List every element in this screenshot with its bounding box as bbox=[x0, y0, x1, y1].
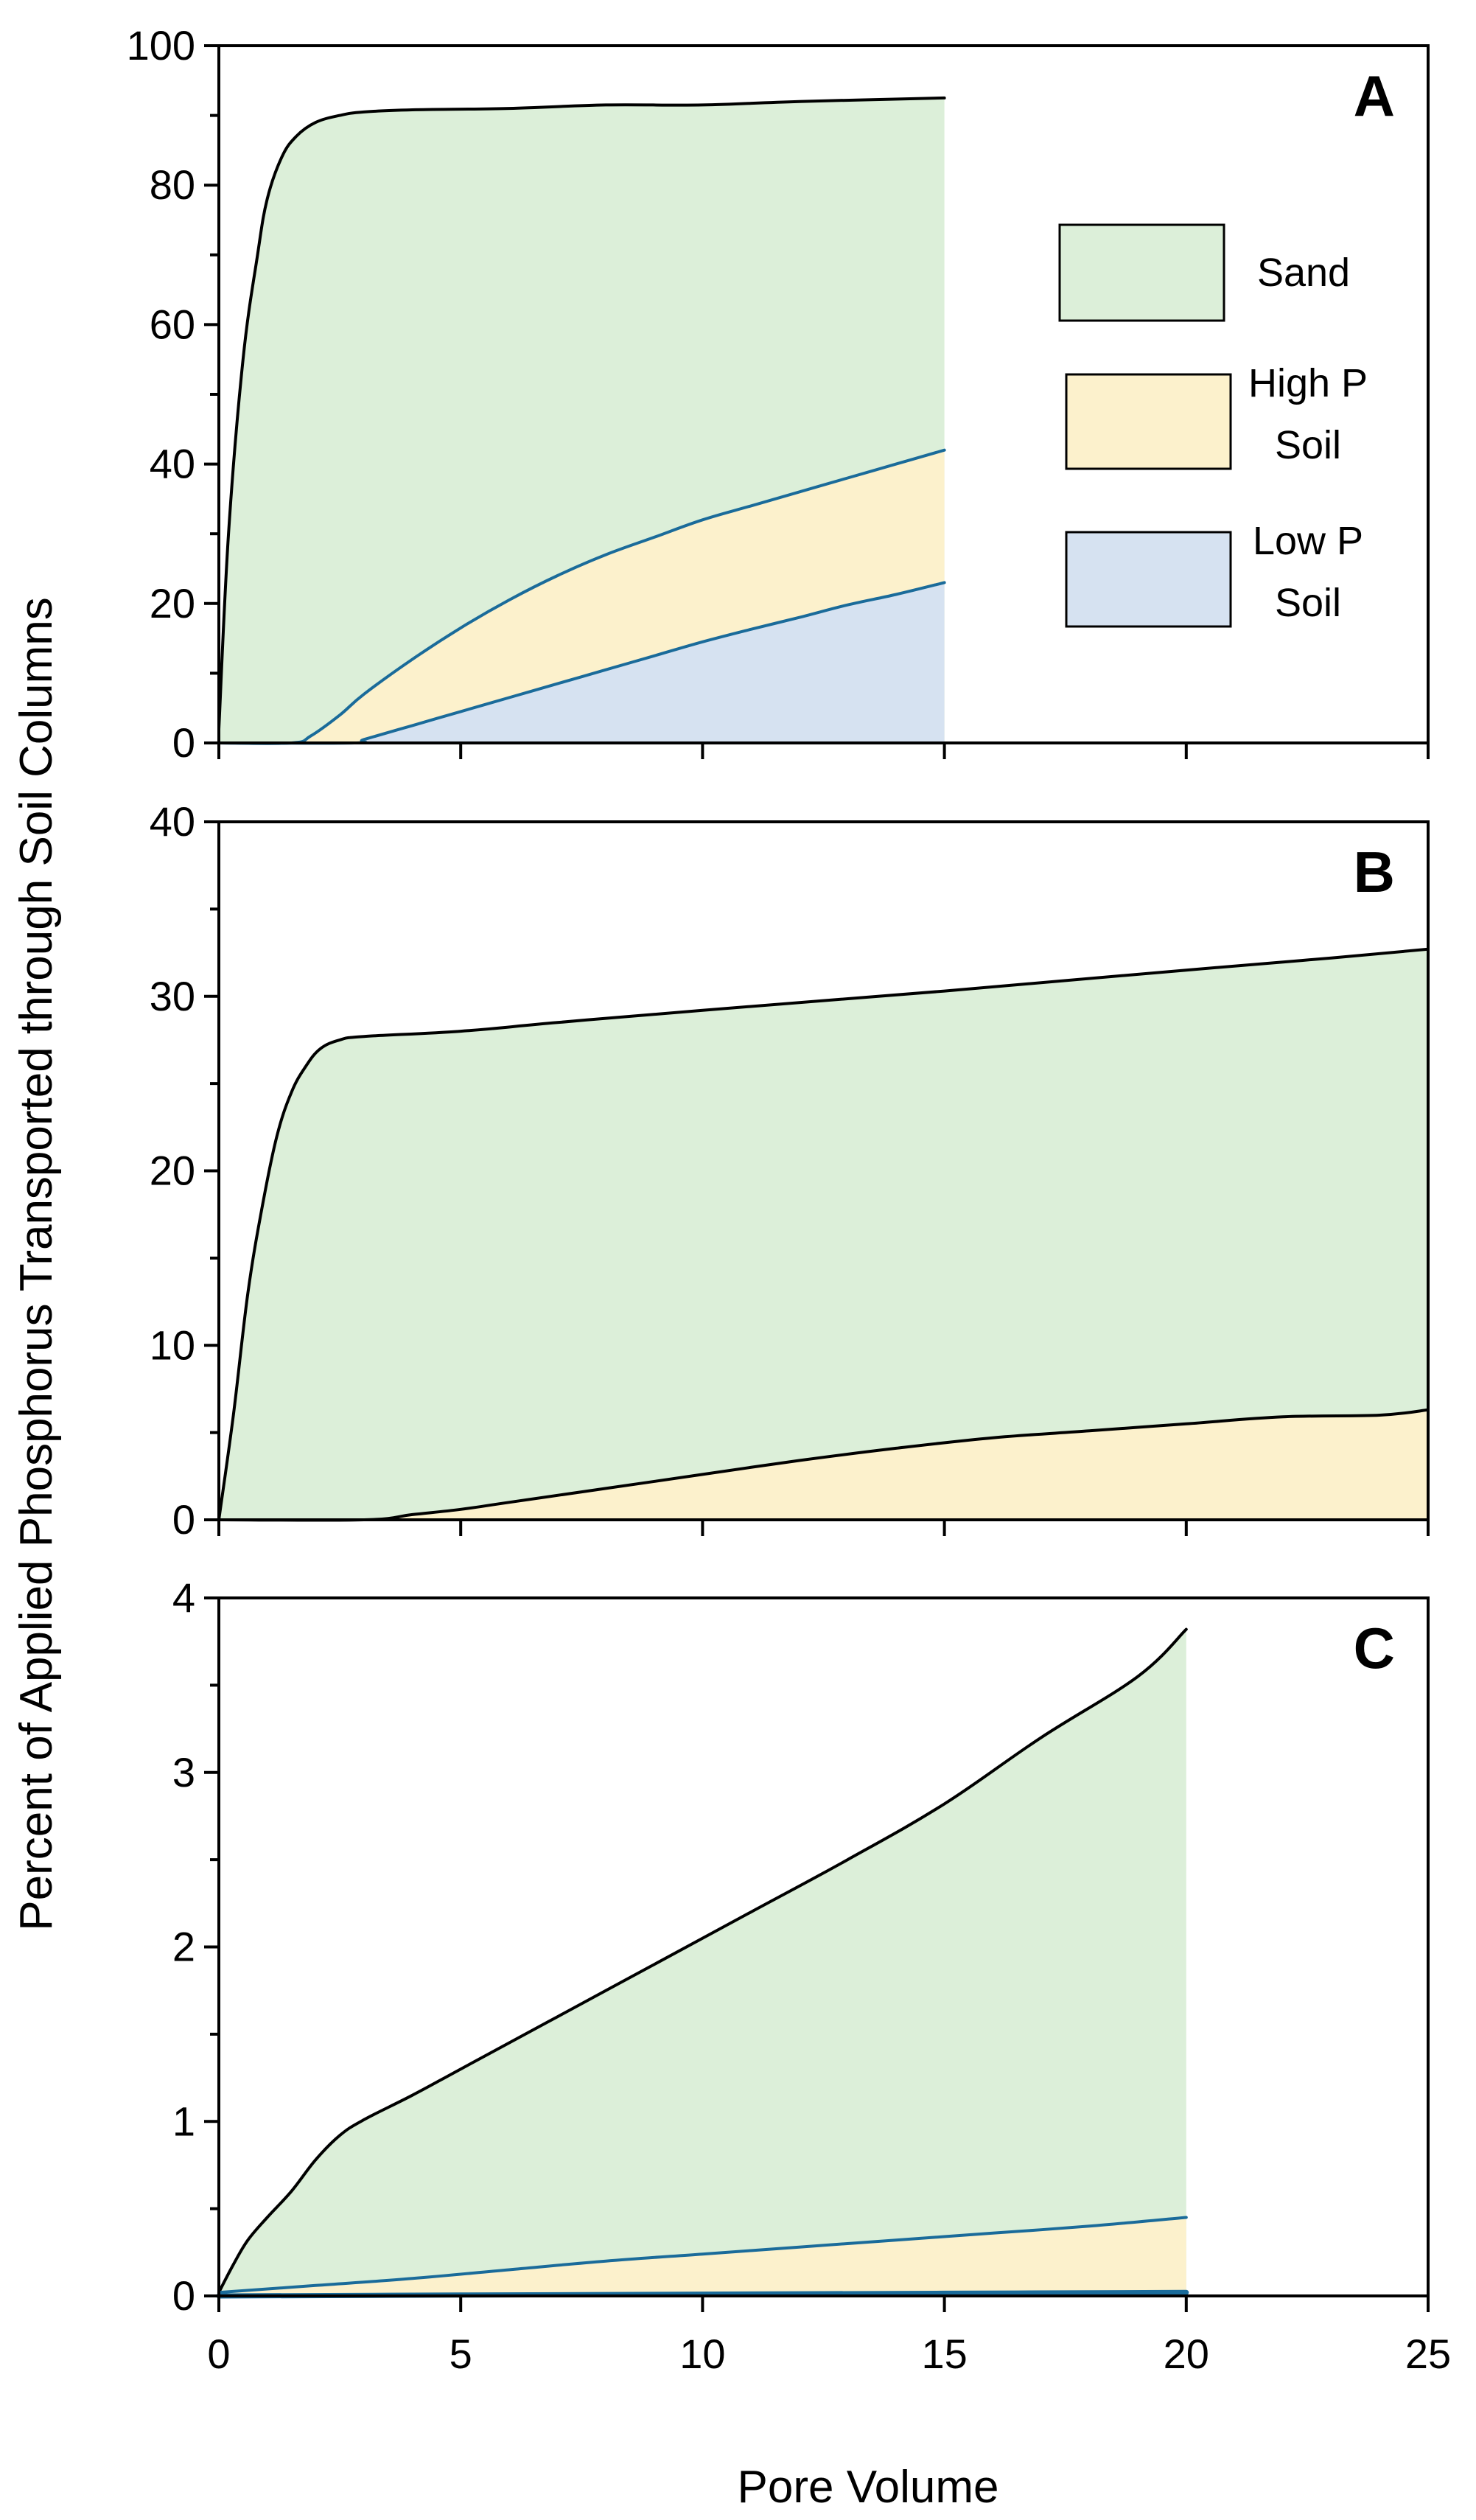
line-sand bbox=[217, 947, 1430, 1521]
legend-label: Soil bbox=[1275, 581, 1341, 625]
legend-item-sand: Sand bbox=[1058, 223, 1350, 322]
legend-item-high_p: High P Soil bbox=[1065, 361, 1368, 470]
legend-swatch bbox=[1065, 531, 1232, 628]
legend-label: Sand bbox=[1257, 251, 1350, 295]
line-high_p bbox=[217, 448, 946, 745]
area-layer bbox=[219, 97, 945, 744]
legend-label: Soil bbox=[1275, 423, 1341, 467]
y-tick-label: 2 bbox=[172, 1924, 195, 1970]
y-tick-label: 80 bbox=[150, 161, 195, 208]
y-tick-label: 20 bbox=[150, 580, 195, 626]
y-tick-label: 3 bbox=[172, 1749, 195, 1795]
legend-item-low_p: Low P Soil bbox=[1065, 519, 1363, 628]
x-ticks bbox=[217, 743, 1430, 759]
x-tick-label: 15 bbox=[921, 2331, 967, 2377]
line-sand bbox=[217, 1627, 1188, 2294]
x-tick-label: 20 bbox=[1164, 2331, 1209, 2377]
line-high_p bbox=[217, 2216, 1188, 2294]
x-axis-title: Pore Volume bbox=[738, 2462, 999, 2513]
area-low_p bbox=[219, 582, 945, 744]
line-high_p bbox=[217, 1408, 1430, 1522]
y-tick-label: 0 bbox=[172, 719, 195, 766]
y-tick-label: 10 bbox=[150, 1322, 195, 1368]
y-tick-label: 1 bbox=[172, 2098, 195, 2144]
panel-a: 0 20 40 60 80 100 A Sand High P Soil Low P Soil bbox=[127, 22, 1430, 766]
x-ticks bbox=[217, 2296, 1430, 2312]
y-tick-label: 30 bbox=[150, 973, 195, 1019]
x-tick-label: 0 bbox=[207, 2331, 230, 2377]
legend-swatch bbox=[1058, 223, 1225, 322]
y-axis: 0 10 20 30 40 bbox=[150, 798, 219, 1543]
panel-label: C bbox=[1354, 1616, 1395, 1680]
panel-b: 0 10 20 30 40 B bbox=[150, 798, 1430, 1543]
x-ticks bbox=[217, 1520, 1430, 1536]
legend: Sand High P Soil Low P Soil bbox=[1058, 223, 1368, 628]
y-tick-label: 4 bbox=[172, 1574, 195, 1621]
x-tick-label: 10 bbox=[679, 2331, 725, 2377]
panel-c: 0 1 2 3 4 C bbox=[172, 1574, 1430, 2319]
y-axis-title: Percent of Applied Phosphorus Transporte… bbox=[11, 597, 62, 1930]
legend-label: Low P bbox=[1253, 519, 1363, 563]
legend-label: High P bbox=[1248, 361, 1368, 405]
y-tick-label: 0 bbox=[172, 1496, 195, 1543]
x-tick-label: 5 bbox=[450, 2331, 472, 2377]
y-tick-label: 20 bbox=[150, 1148, 195, 1194]
line-layer bbox=[217, 96, 946, 745]
legend-swatch bbox=[1065, 373, 1232, 470]
panel-label: A bbox=[1354, 63, 1395, 128]
area-high_p bbox=[219, 1409, 1428, 1521]
x-axis: 0 5 10 15 20 25 bbox=[207, 2331, 1451, 2377]
area-layer bbox=[219, 1629, 1186, 2296]
y-tick-label: 100 bbox=[127, 22, 195, 69]
panel-label: B bbox=[1354, 840, 1395, 904]
y-tick-label: 60 bbox=[150, 301, 195, 347]
x-tick-label: 25 bbox=[1405, 2331, 1451, 2377]
line-sand bbox=[217, 96, 946, 731]
area-sand bbox=[219, 1629, 1186, 2296]
line-layer bbox=[217, 947, 1430, 1522]
y-tick-label: 40 bbox=[150, 798, 195, 845]
line-low_p bbox=[217, 581, 946, 745]
y-axis: 0 1 2 3 4 bbox=[172, 1574, 219, 2319]
y-tick-label: 0 bbox=[172, 2272, 195, 2319]
area-sand bbox=[219, 949, 1428, 1520]
y-tick-label: 40 bbox=[150, 441, 195, 487]
y-axis: 0 20 40 60 80 100 bbox=[127, 22, 219, 766]
area-layer bbox=[219, 949, 1428, 1521]
